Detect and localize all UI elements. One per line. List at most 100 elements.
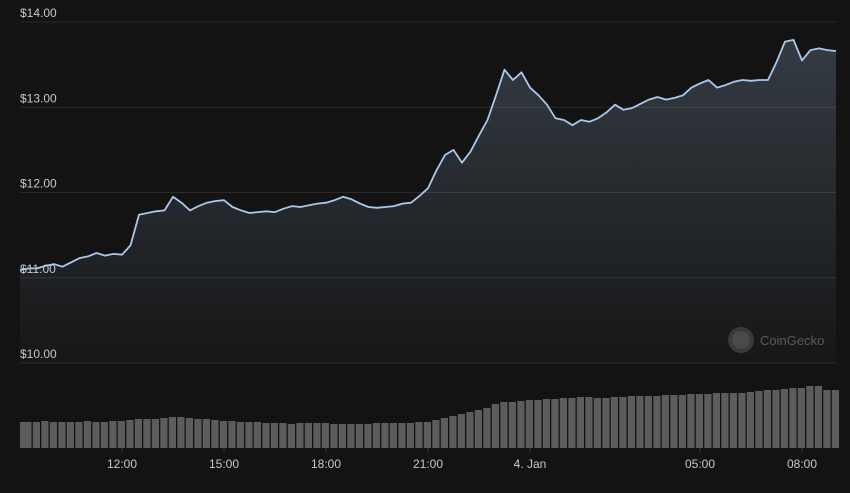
volume-bar (330, 424, 338, 448)
volume-bar (695, 394, 704, 448)
x-tick-label: 21:00 (413, 457, 443, 471)
volume-bar (92, 422, 100, 448)
volume-bar (389, 423, 398, 448)
volume-bar (219, 421, 228, 448)
volume-bar (763, 390, 772, 448)
volume-bar (287, 424, 296, 448)
volume-bar (491, 404, 500, 448)
volume-bar (20, 422, 28, 448)
volume-bar (687, 394, 695, 448)
volume-bar (636, 396, 644, 448)
volume-bar (525, 400, 534, 448)
volume-bar (168, 417, 177, 448)
volume-bar (253, 422, 262, 448)
volume-bar (432, 420, 440, 448)
volume-bar (355, 424, 364, 448)
volume-bar (304, 423, 313, 448)
volume-bar (653, 396, 661, 448)
volume-bar (738, 393, 746, 448)
volume-bar (789, 388, 797, 448)
volume-bar (678, 395, 687, 448)
volume-bar (644, 396, 653, 448)
volume-bar (262, 423, 270, 448)
volume-bar (610, 397, 619, 448)
volume-bar (381, 423, 389, 448)
volume-bar (228, 421, 236, 448)
volume-bar (585, 397, 593, 448)
volume-bar (661, 395, 670, 448)
volume-bar (746, 392, 755, 448)
volume-bar (823, 390, 831, 448)
y-tick-label: $13.00 (20, 91, 57, 105)
volume-bar (100, 422, 109, 448)
price-area (20, 39, 836, 364)
volume-bar (559, 398, 568, 448)
volume-bar (483, 408, 491, 448)
volume-bar (755, 391, 763, 448)
volume-bar (602, 398, 610, 448)
volume-bar (66, 422, 75, 448)
volume-bar (576, 397, 585, 448)
volume-bar (551, 399, 559, 448)
volume-bar (806, 386, 814, 448)
volume-bar (134, 419, 143, 448)
volume-bar (313, 423, 321, 448)
volume-bar (236, 422, 245, 448)
volume-bar (619, 397, 627, 448)
volume-bar (117, 421, 126, 448)
volume-bar (126, 420, 134, 448)
volume-bar (406, 423, 415, 448)
volume-bar (440, 418, 449, 448)
volume-bar (194, 419, 202, 448)
volume-bar (457, 414, 466, 448)
volume-bar (83, 421, 92, 448)
volume-bar (670, 395, 678, 448)
volume-bar (279, 423, 287, 448)
volume-bar (814, 386, 823, 448)
volume-bar (712, 393, 721, 448)
volume-bar (58, 422, 66, 448)
x-tick-label: 15:00 (209, 457, 239, 471)
volume-bar (534, 400, 542, 448)
volume-bar (109, 421, 117, 448)
volume-bar (151, 419, 160, 448)
x-tick-label: 4. Jan (514, 457, 547, 471)
volume-bar (466, 412, 474, 448)
volume-bar (398, 423, 406, 448)
volume-bar (75, 422, 83, 448)
volume-bar (364, 424, 372, 448)
volume-bar (32, 422, 41, 448)
volume-bar (517, 401, 525, 448)
volume-bar (415, 422, 423, 448)
x-tick-label: 08:00 (787, 457, 817, 471)
volume-bar (338, 424, 347, 448)
price-line (19, 39, 837, 271)
volume-bar (568, 398, 576, 448)
volume-bar (49, 422, 58, 448)
volume-bar (143, 419, 151, 448)
volume-bar (627, 396, 636, 448)
volume-bar (449, 416, 457, 448)
volume-bar (797, 388, 806, 448)
volume-bar (704, 394, 712, 448)
volume-bar (780, 389, 789, 448)
volume-bar (831, 390, 840, 448)
y-tick-label: $14.00 (20, 6, 57, 20)
volume-bar (321, 423, 330, 448)
volume-bar (372, 423, 381, 448)
volume-bar (296, 423, 304, 448)
x-tick-label: 12:00 (107, 457, 137, 471)
volume-bar (508, 402, 517, 448)
y-tick-label: $12.00 (20, 177, 57, 191)
volume-bar (500, 402, 508, 448)
volume-bar (185, 418, 194, 448)
volume-bar (423, 422, 432, 448)
volume-bar (772, 390, 780, 448)
volume-bar (729, 393, 738, 448)
volume-bar (593, 398, 602, 448)
volume-bar (245, 422, 253, 448)
watermark-logo (728, 327, 754, 353)
volume-bar (270, 423, 279, 448)
volume-bar (347, 424, 355, 448)
